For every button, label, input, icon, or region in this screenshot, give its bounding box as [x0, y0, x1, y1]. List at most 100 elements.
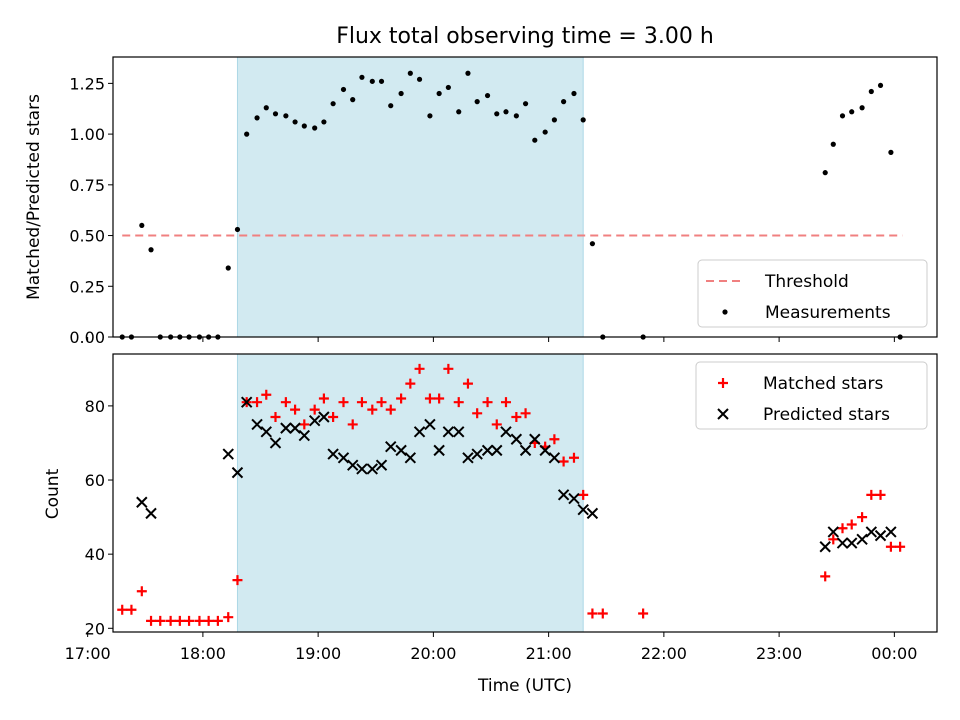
matched-star-point — [491, 419, 502, 430]
matched-star-point — [203, 615, 214, 626]
measurement-point — [427, 113, 433, 119]
matched-star-point — [155, 615, 166, 626]
predicted-star-point — [269, 437, 282, 449]
predicted-star-point — [577, 503, 589, 516]
predicted-star-point — [519, 444, 532, 457]
predicted-star-point — [568, 492, 580, 505]
matched-star-point — [462, 378, 473, 389]
matched-star-point — [453, 397, 464, 408]
series-measurements — [119, 70, 903, 340]
matched-star-point — [511, 412, 522, 423]
measurement-point — [474, 99, 480, 105]
predicted-star-point — [846, 537, 858, 549]
matched-star-point — [414, 363, 425, 374]
predicted-star-point — [327, 448, 339, 460]
measurement-point — [416, 76, 423, 82]
x-tick-label: 17:00 — [65, 644, 111, 663]
predicted-star-point — [874, 529, 887, 542]
measurement-point — [522, 101, 529, 107]
matched-star-point — [895, 541, 906, 552]
matched-star-point — [866, 489, 877, 500]
matched-star-point — [568, 452, 579, 463]
legend-predicted-swatch — [717, 408, 729, 420]
series-matched-stars — [117, 363, 906, 626]
predicted-star-point — [500, 426, 512, 438]
matched-star-point — [126, 604, 137, 615]
matched-star-point — [318, 393, 329, 404]
predicted-star-point — [260, 426, 272, 438]
predicted-star-point — [356, 463, 368, 475]
matched-star-point — [578, 489, 589, 500]
predicted-star-point — [529, 433, 541, 445]
chart-title: Flux total observing time = 3.00 h — [336, 24, 714, 49]
matched-star-point — [434, 393, 445, 404]
legend-label: Measurements — [765, 303, 891, 323]
matched-star-point — [520, 408, 531, 419]
x-tick-label: 19:00 — [295, 644, 341, 663]
predicted-star-point — [827, 526, 839, 538]
predicted-star-point — [280, 422, 292, 434]
y-tick-label: 1.00 — [69, 125, 105, 144]
matched-star-point — [212, 615, 223, 626]
y-tick-label: 60 — [85, 471, 105, 490]
matched-star-point — [405, 378, 416, 389]
legend-label: Matched stars — [763, 374, 883, 394]
matched-star-point — [356, 397, 367, 408]
measurement-point — [589, 241, 596, 247]
series-predicted-stars — [136, 396, 897, 553]
matched-star-point — [376, 397, 387, 408]
matched-star-point — [261, 389, 272, 400]
measurement-point — [513, 113, 519, 119]
measurement-point — [234, 226, 241, 233]
legend-matched-swatch — [718, 378, 728, 388]
matched-star-point — [117, 604, 128, 615]
y-tick-label: 0.50 — [69, 227, 105, 246]
matched-star-point — [299, 419, 310, 430]
legend-box — [697, 259, 928, 328]
predicted-star-point — [289, 422, 301, 434]
measurement-point — [254, 115, 260, 121]
predicted-star-point — [308, 415, 321, 427]
predicted-star-point — [453, 426, 465, 438]
matched-star-point — [549, 434, 560, 445]
predicted-star-point — [318, 411, 330, 423]
predicted-star-point — [548, 452, 561, 464]
matched-star-point — [290, 404, 301, 415]
predicted-star-point — [856, 533, 868, 546]
predicted-star-point — [557, 489, 570, 501]
measurement-point — [340, 86, 347, 93]
matched-star-point — [597, 608, 608, 619]
matched-star-point — [424, 393, 435, 404]
top-y-axis-label: Matched/Predicted stars — [24, 94, 44, 300]
matched-star-point — [857, 512, 868, 523]
measurement-point — [839, 113, 846, 119]
measurement-point — [148, 247, 154, 253]
matched-star-point — [174, 615, 185, 626]
measurement-point — [292, 119, 298, 125]
matched-star-point — [184, 615, 195, 626]
x-tick-label: 00:00 — [871, 644, 917, 663]
matched-star-point — [828, 534, 839, 545]
measurement-point — [822, 170, 828, 176]
measurement-point — [503, 109, 509, 115]
x-axis-label: Time (UTC) — [477, 676, 572, 696]
predicted-star-point — [481, 444, 494, 457]
measurement-point — [542, 129, 548, 135]
measurement-point — [580, 117, 586, 123]
measurement-point — [859, 105, 865, 111]
top-panel: 0.000.250.500.751.001.25ThresholdMeasure… — [69, 56, 938, 347]
matched-star-point — [638, 608, 649, 619]
matched-star-point — [885, 541, 896, 552]
measurement-point — [484, 92, 491, 99]
measurement-point — [465, 70, 471, 76]
predicted-star-point — [385, 440, 397, 453]
predicted-star-point — [885, 526, 897, 538]
matched-star-point — [328, 412, 339, 423]
predicted-star-point — [424, 418, 436, 431]
legend: Matched stars Predicted stars — [695, 361, 928, 430]
x-tick-label: 22:00 — [641, 644, 687, 663]
x-tick-label: 23:00 — [756, 644, 802, 663]
measurement-point — [272, 111, 279, 117]
legend-label: Threshold — [764, 272, 849, 292]
